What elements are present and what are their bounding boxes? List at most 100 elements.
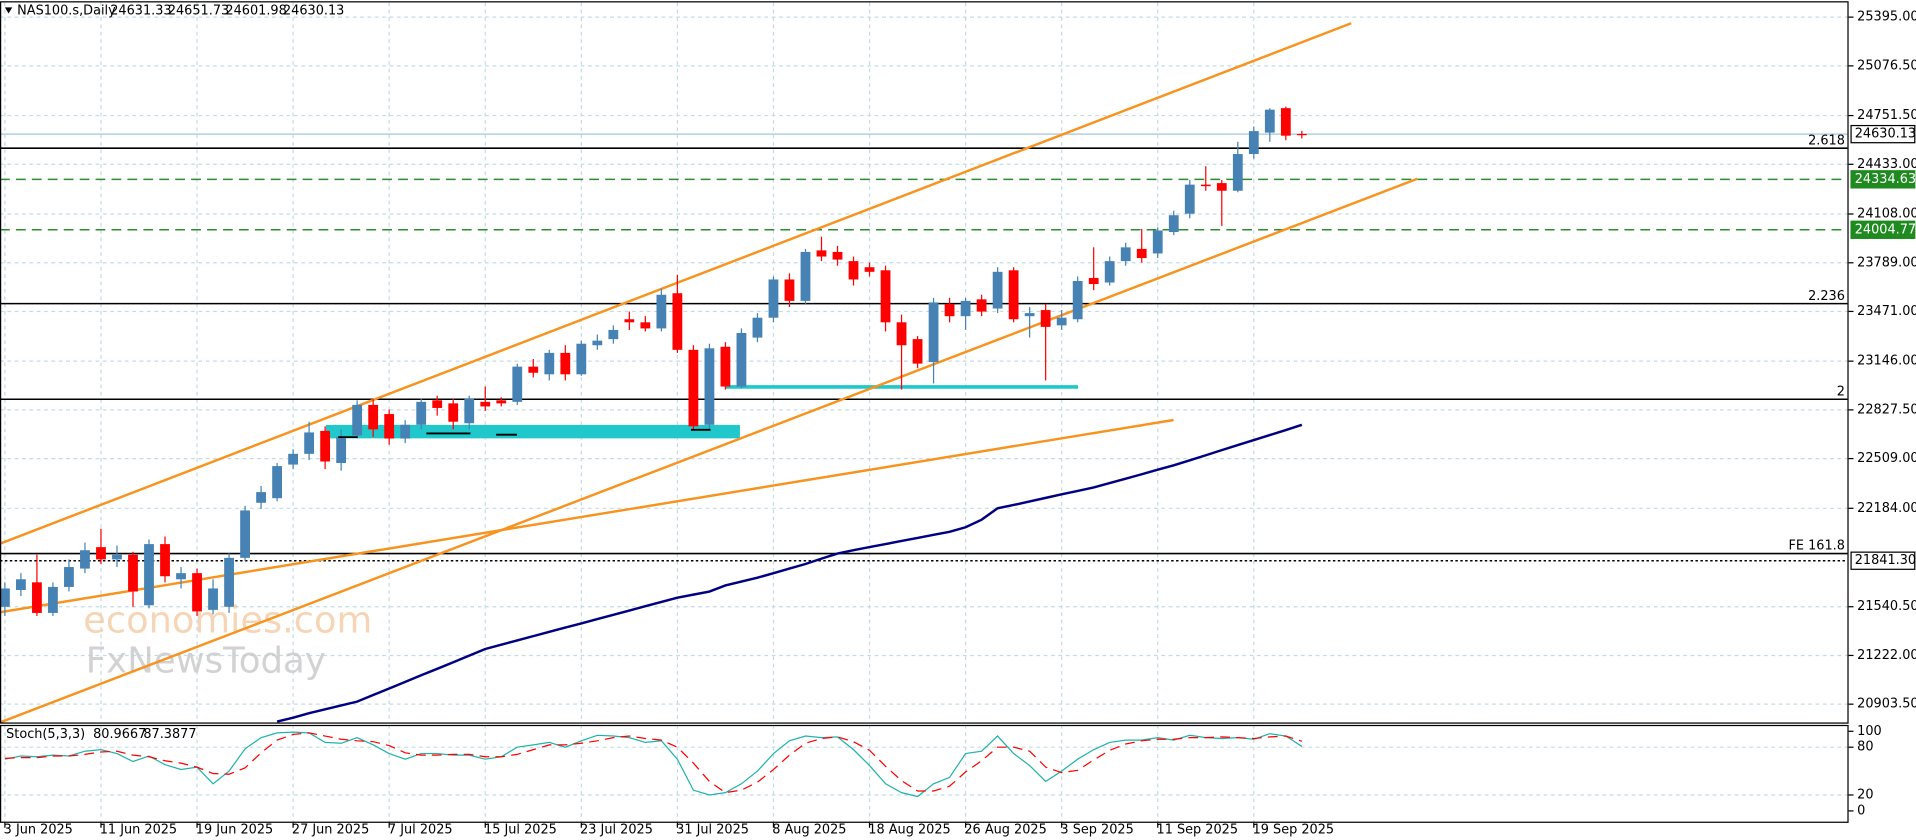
candle-body [448,403,459,422]
candle-body [768,279,779,318]
x-tick-label: 3 Sep 2025 [1060,823,1133,838]
stoch-line [4,731,1303,798]
y-tick-label: 22509.00 [1857,451,1916,466]
candle-body [352,404,363,436]
candle-body [752,317,763,338]
y-tick-label: 21540.50 [1857,599,1916,614]
candle-body [880,270,891,323]
x-tick-label: 19 Jun 2025 [196,823,273,838]
x-tick-label: 19 Sep 2025 [1253,823,1335,838]
candle-body [144,544,154,606]
candle-body [544,352,555,375]
candle-body [720,346,731,387]
candles [0,106,1307,723]
stochastic [0,731,1848,798]
candle-body [912,339,923,364]
candle-body [944,303,955,317]
fib-label: 2 [1837,384,1845,399]
candle-body [976,299,987,312]
candle-body [480,401,491,407]
candle-body [32,582,42,613]
y-tick-label: 24433.00 [1857,157,1916,172]
candle-body [208,588,218,610]
candle-body [928,302,939,363]
stoch-line [4,732,1303,794]
price-box [1850,124,1916,144]
candle-body [672,293,683,350]
x-tick-label: 26 Aug 2025 [964,823,1046,838]
candle-body [624,319,635,323]
axes [0,1,1854,828]
ohlc-close: 24630.13 [283,4,344,19]
price-box [1850,551,1916,570]
candle-body [1088,277,1099,285]
candle-body [336,437,347,464]
candle-body [1152,230,1163,254]
candle-body [272,466,282,499]
candle-body [400,424,411,439]
x-tick-label: 23 Jul 2025 [580,823,653,838]
trend-line [0,22,1352,545]
candle-body [1024,313,1035,317]
y-tick-label: 23471.00 [1857,304,1916,319]
y-tick-label: 25076.50 [1857,58,1916,73]
candle-body [992,271,1003,309]
fib-label: 2.618 [1808,133,1845,148]
grid [0,2,1848,823]
candle-body [560,352,571,375]
candle-body [176,573,186,580]
candle-body [896,322,907,346]
candle-body [96,547,106,560]
candle-body [592,340,603,346]
candle-body [1216,183,1227,191]
candle-body [704,348,715,425]
candle-body [1040,310,1051,327]
candle-body [1296,133,1307,136]
y-tick-label: 24751.50 [1857,108,1916,123]
candle-body [432,400,443,408]
candle-body [960,300,971,317]
levels [0,133,1848,562]
candle-body [864,267,875,272]
y-tick-label: 100 [1857,724,1882,739]
candle-body [640,322,651,329]
candle-body [1008,270,1019,320]
ohlc-high: 24651.73 [168,4,229,19]
candle-body [304,432,315,454]
ohlc-low: 24601.98 [225,4,286,19]
candle-body [1056,317,1067,326]
stoch-frame [0,724,1849,823]
candle-body [528,366,539,373]
candle-body [0,588,10,607]
x-tick-label: 31 Jul 2025 [676,823,749,838]
candle-body [1248,131,1259,155]
y-tick-label: 20 [1857,787,1873,802]
candle-body [64,567,74,587]
stoch-main-value: 80.9667 [93,727,146,742]
y-tick-label: 23789.00 [1857,255,1916,270]
candle-body [1184,184,1195,214]
labels: NAS100.s,Daily 24631.33 24651.73 24601.9… [4,4,1916,838]
symbol-title: NAS100.s,Daily [17,4,116,19]
candle-body [464,398,475,424]
y-tick-label: 80 [1857,740,1873,755]
x-tick-label: 27 Jun 2025 [292,823,369,838]
candle-body [608,329,619,340]
x-tick-label: 15 Jul 2025 [484,823,557,838]
price-label: 21841.30 [1855,553,1916,568]
candle-body [240,510,250,558]
candle-body [816,250,827,257]
candle-body [688,349,699,427]
candle-body [368,404,379,430]
candle-body [1200,184,1211,187]
candle-body [48,586,58,613]
candle-body [320,430,331,462]
moving-average [276,423,1303,723]
candle-body [16,579,26,590]
y-tick-label: 21222.00 [1857,648,1916,663]
candle-body [224,557,234,607]
candle-body [736,333,747,387]
stoch-title: Stoch(5,3,3) [6,727,85,742]
y-tick-label: 20903.50 [1857,697,1916,712]
